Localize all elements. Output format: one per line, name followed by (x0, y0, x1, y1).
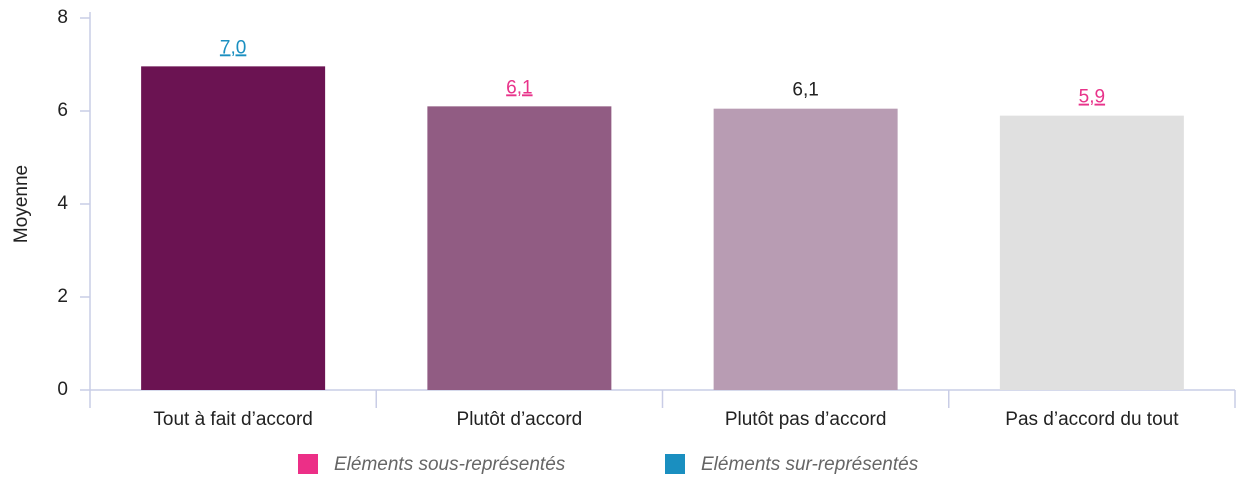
value-label: 7,0 (220, 37, 246, 58)
x-tick-label: Pas d’accord du tout (1005, 409, 1179, 430)
value-label: 6,1 (792, 80, 818, 101)
value-label: 5,9 (1079, 87, 1105, 108)
x-tick-label: Plutôt pas d’accord (725, 409, 887, 430)
legend-swatch (298, 454, 318, 474)
bar (713, 108, 898, 391)
y-tick-label: 4 (57, 193, 68, 214)
bar (141, 66, 326, 391)
y-tick-label: 2 (57, 286, 68, 307)
x-tick-label: Tout à fait d’accord (153, 409, 312, 430)
x-tick-label: Plutôt d’accord (457, 409, 583, 430)
legend-label: Eléments sur-représentés (701, 454, 919, 475)
y-axis-label: Moyenne (11, 165, 32, 243)
bar (427, 106, 612, 390)
legend-label: Eléments sous-représentés (334, 454, 566, 475)
legend-swatch (665, 454, 685, 474)
y-tick-label: 6 (57, 100, 68, 121)
y-tick-label: 8 (57, 7, 68, 28)
bar (999, 115, 1184, 391)
value-label: 6,1 (506, 77, 532, 98)
y-tick-label: 0 (57, 379, 68, 400)
